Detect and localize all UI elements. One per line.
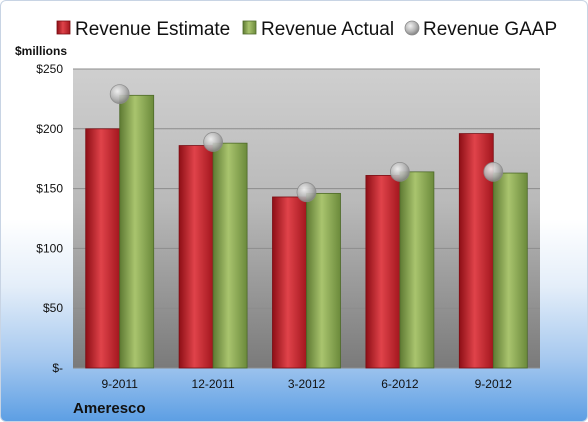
gaap-markers xyxy=(109,84,504,203)
y-tick-label: $100 xyxy=(36,241,63,255)
bar-revenue-actual xyxy=(492,172,528,369)
y-tick-label: $250 xyxy=(36,62,63,76)
bar-revenue-estimate xyxy=(178,145,214,369)
bar-revenue-estimate xyxy=(85,128,121,369)
y-axis: $- $50 $100 $150 $200 $250 xyxy=(36,62,63,375)
bar-revenue-estimate xyxy=(365,175,401,369)
legend-label-revenue-estimate: Revenue Estimate xyxy=(75,19,230,40)
marker-revenue-gaap xyxy=(483,161,504,182)
bar-revenue-actual xyxy=(399,171,435,369)
legend-swatch-revenue-gaap xyxy=(404,20,420,36)
bar-revenue-actual xyxy=(119,94,155,369)
company-name: Ameresco xyxy=(73,400,146,417)
bar-revenue-actual xyxy=(306,192,341,369)
x-tick-label: 9-2012 xyxy=(475,377,513,391)
x-tick-label: 9-2011 xyxy=(101,377,138,391)
x-tick-label: 12-2011 xyxy=(192,377,235,391)
legend-label-revenue-actual: Revenue Actual xyxy=(261,19,394,40)
bar-revenue-estimate xyxy=(272,196,307,369)
marker-revenue-gaap xyxy=(203,132,224,152)
x-tick-label: 6-2012 xyxy=(381,377,419,391)
y-tick-label: $200 xyxy=(36,122,63,136)
y-tick-label: $150 xyxy=(36,182,63,196)
y-tick-label: $- xyxy=(52,361,63,375)
bar-revenue-actual xyxy=(212,142,248,369)
y-axis-unit-label: $millions xyxy=(15,44,67,58)
marker-revenue-gaap xyxy=(389,161,410,182)
legend-label-revenue-gaap: Revenue GAAP xyxy=(423,19,557,40)
x-tick-label: 3-2012 xyxy=(288,377,326,391)
marker-revenue-gaap xyxy=(296,182,317,203)
legend-swatch-revenue-estimate xyxy=(56,20,71,35)
legend-swatch-revenue-actual xyxy=(242,20,257,35)
x-axis: 9-2011 12-2011 3-2012 6-2012 9-2012 xyxy=(101,377,512,391)
bars xyxy=(85,94,528,369)
legend: Revenue Estimate Revenue Actual Revenue GA… xyxy=(56,19,557,40)
marker-revenue-gaap xyxy=(109,84,130,105)
y-tick-label: $50 xyxy=(43,301,63,315)
